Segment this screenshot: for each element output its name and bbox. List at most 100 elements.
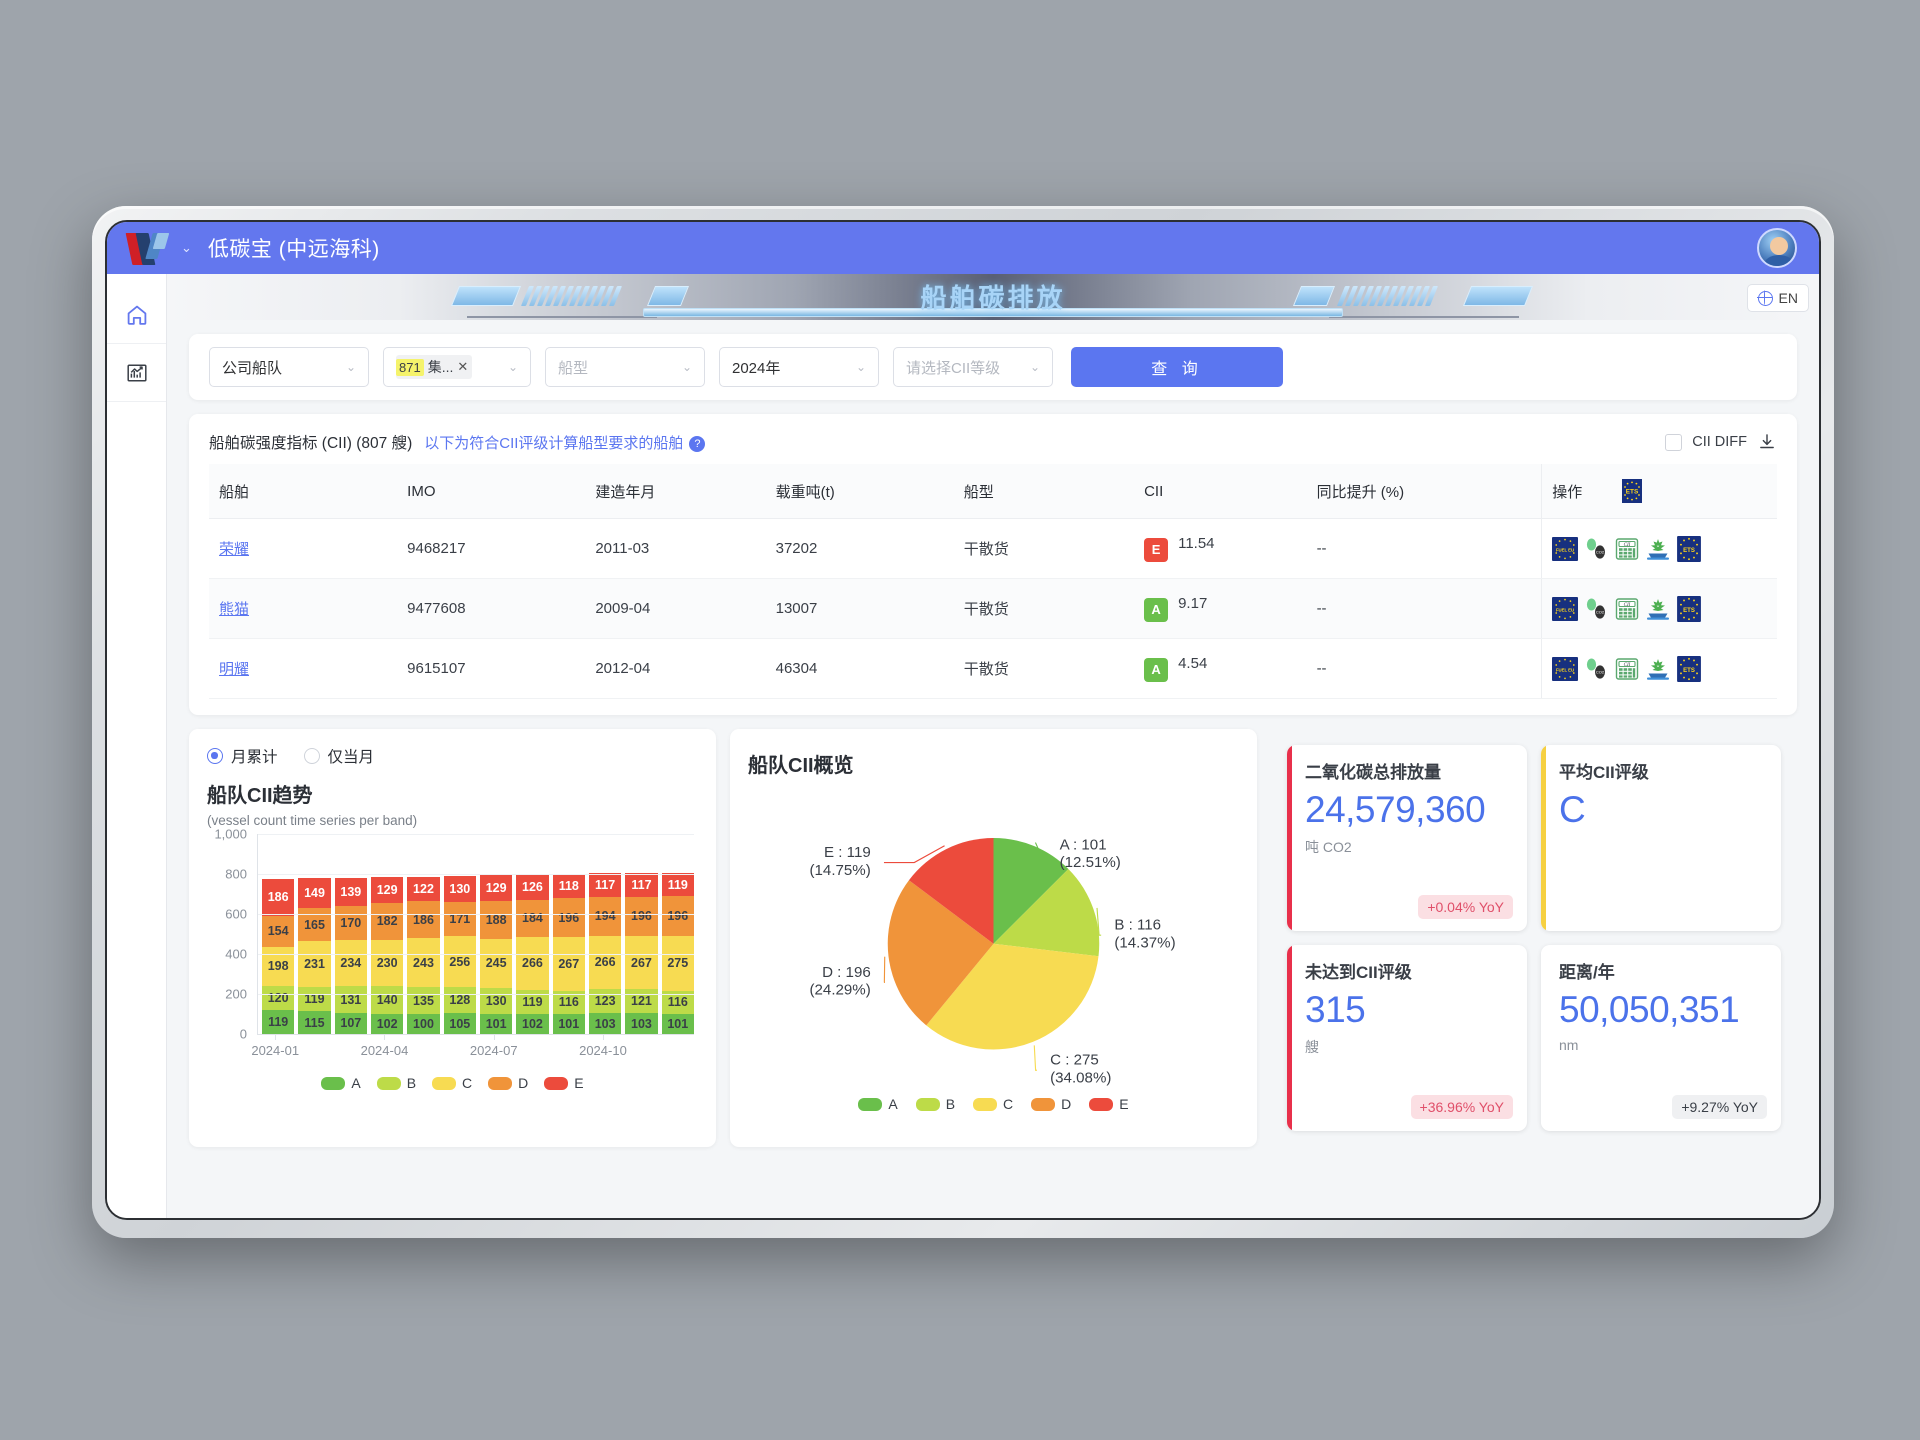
bar-column[interactable]: 129 188 245 130 101 [479,875,513,1034]
legend-item-B[interactable]: B [376,1075,416,1091]
x-tick-label: 2024-01 [251,1043,300,1058]
pie-legend-item-D[interactable]: D [1031,1096,1071,1112]
x-tick [602,1035,604,1040]
kpi-panel: 二氧化碳总排放量 24,579,360 吨 CO2 +0.04% YoY 平均CI… [1271,729,1797,1147]
kpi-unit: 吨 CO2 [1305,839,1352,855]
green-ship-icon[interactable] [1645,596,1671,622]
col-vessel: 船舶 [209,464,398,519]
ship-type-select[interactable]: 船型 ⌄ [545,347,705,387]
bar-column[interactable]: 117 194 266 123 103 [588,873,622,1034]
language-toggle-button[interactable]: EN [1746,284,1809,312]
pie-legend-item-A[interactable]: A [858,1096,898,1112]
fleet-select[interactable]: 公司船队 ⌄ [209,347,369,387]
table-row[interactable]: 明耀 9615107 2012-04 46304 干散货 A 4.54 -- FU… [209,638,1777,699]
kpi-label: 未达到CII评级 [1305,963,1412,982]
radio-cumulative[interactable]: 月累计 [207,745,278,767]
bar-segment-C: 198 [262,946,295,987]
cii-level-select[interactable]: 请选择CII等级 ⌄ [893,347,1053,387]
chevron-down-icon[interactable]: ⌄ [181,240,192,255]
eu-ets-icon[interactable]: ETS [1676,595,1702,622]
bar-column[interactable]: 149 165 231 119 115 [298,878,331,1034]
bar-column[interactable]: 186 154 198 120 119 [262,878,295,1034]
bar-segment-E: 117 [588,873,622,897]
pie-slice-D[interactable] [887,880,994,1026]
table-row[interactable]: 荣耀 9468217 2011-03 37202 干散货 E 11.54 -- F… [209,518,1777,579]
cii-calculator-icon[interactable]: CII [1614,596,1640,622]
legend-item-C[interactable]: C [432,1075,472,1091]
cii-calculator-icon[interactable]: CII [1614,536,1640,562]
close-icon[interactable]: ✕ [457,359,469,374]
bar-chart-plot: 186 154 198 120 119 149 165 231 119 115 139 170 234 1… [257,834,694,1034]
kpi-unit: nm [1559,1037,1579,1053]
bar-column[interactable]: 130 171 256 128 105 [443,876,476,1034]
radio-month-only[interactable]: 仅当月 [303,745,374,767]
legend-item-D[interactable]: D [488,1075,528,1091]
cell-yoy: -- [1306,578,1542,639]
bar-column[interactable]: 139 170 234 131 107 [334,877,367,1034]
col-shiptype: 船型 [953,464,1135,519]
vessel-link[interactable]: 荣耀 [219,541,250,558]
green-ship-icon[interactable] [1645,656,1671,682]
bar-segment-C: 267 [625,935,658,990]
table-row[interactable]: 熊猫 9477608 2009-04 13007 干散货 A 9.17 -- FU… [209,578,1777,639]
fuel-eu-icon[interactable]: FUEL EU [1552,656,1579,682]
legend-item-E[interactable]: E [544,1075,584,1091]
sidebar-item-home[interactable] [107,286,166,344]
vessel-link[interactable]: 熊猫 [219,601,250,618]
screen: ⌄ 低碳宝 (中远海科) [105,220,1821,1220]
pie-legend-item-E[interactable]: E [1089,1096,1129,1112]
pie-slice-B[interactable] [993,869,1100,957]
bar-column[interactable]: 119 196 275 116 101 [661,872,694,1034]
bar-segment-A: 101 [552,1013,585,1034]
pie-label-A: A : 101 [1060,836,1107,853]
legend-item-A[interactable]: A [321,1075,361,1091]
bar-segment-A: 103 [588,1013,622,1034]
pie-slice-C[interactable] [926,943,1099,1050]
legend-label: D [518,1075,529,1091]
vessel-select[interactable]: 871 集... ✕ ⌄ [383,347,531,387]
pie-legend-item-C[interactable]: C [973,1096,1013,1112]
download-icon[interactable] [1757,432,1777,452]
bar-segment-A: 105 [443,1013,476,1034]
green-ship-icon[interactable] [1645,536,1671,562]
grid-line [258,994,694,995]
bar-column[interactable]: 122 186 243 135 100 [407,876,440,1034]
pie-slice-E[interactable] [908,837,994,944]
cii-diff-checkbox[interactable] [1665,433,1683,451]
cell-yoy: -- [1306,638,1542,699]
eu-ets-icon[interactable]: ETS [1676,535,1702,562]
pie-legend-item-B[interactable]: B [915,1096,955,1112]
svg-text:CII: CII [1624,602,1631,607]
bar-segment-B: 116 [661,990,694,1014]
cii-calculator-icon[interactable]: CII [1614,656,1640,682]
bar-column[interactable]: 126 184 266 119 102 [516,874,549,1034]
cell-shiptype: 干散货 [953,638,1135,699]
fuel-eu-icon[interactable]: FUEL EU [1552,596,1579,622]
year-select[interactable]: 2024年 ⌄ [719,347,879,387]
bar-segment-C: 256 [443,936,476,988]
cell-shiptype: 干散货 [953,578,1135,639]
bar-column[interactable]: 129 182 230 140 102 [370,877,404,1034]
query-button[interactable]: 查 询 [1071,347,1283,387]
bar-column[interactable]: 117 196 267 121 103 [625,873,658,1034]
avatar[interactable] [1757,228,1797,268]
fuel-eu-icon[interactable]: FUEL EU [1552,536,1579,562]
pie-slice-A[interactable] [993,837,1069,944]
sidebar-item-analytics[interactable] [107,344,166,402]
co2-footprint-icon[interactable]: CO2 [1583,536,1609,562]
legend-label: A [351,1075,361,1091]
help-icon[interactable]: ? [689,435,706,452]
bar-column[interactable]: 118 196 267 116 101 [552,874,585,1034]
eu-ets-icon[interactable]: ETS [1676,655,1702,682]
vessel-tag[interactable]: 871 集... ✕ [396,355,473,379]
chevron-down-icon: ⌄ [507,360,518,374]
co2-footprint-icon[interactable]: CO2 [1583,656,1609,682]
vessel-link[interactable]: 明耀 [219,661,250,678]
table-subtitle[interactable]: 以下为符合CII评级计算船型要求的船舶? [424,432,706,453]
chart-line-icon [126,363,147,382]
eu-ets-icon: ETS [1622,479,1643,503]
cell-cii: A 4.54 [1134,638,1307,699]
bar-segment-C: 245 [479,938,513,988]
cell-actions: FUEL EU CO2 CII ETS [1541,578,1777,639]
co2-footprint-icon[interactable]: CO2 [1583,596,1609,622]
